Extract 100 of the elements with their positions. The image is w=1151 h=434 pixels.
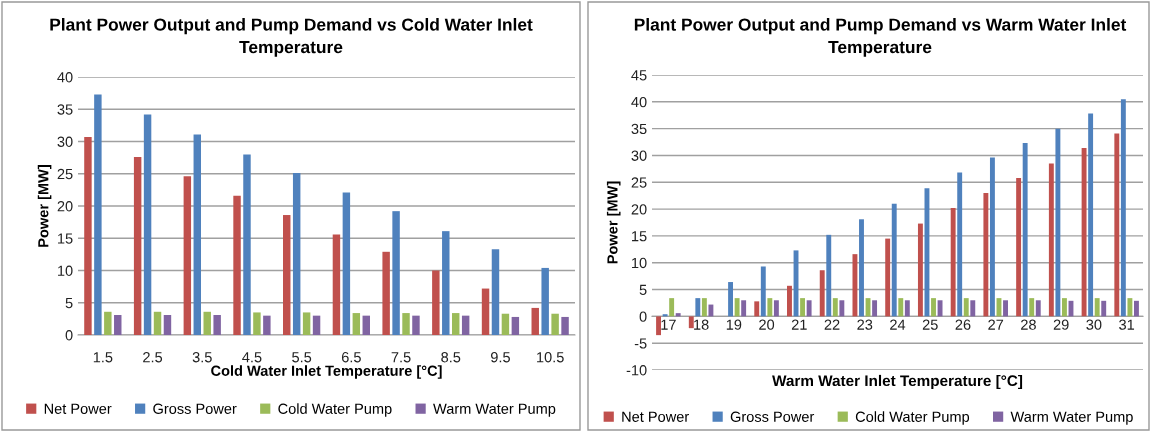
bar (950, 208, 956, 317)
bar (352, 313, 361, 335)
x-tick-label: 4.5 (242, 352, 262, 363)
bar (839, 300, 845, 317)
bar (1114, 133, 1120, 317)
y-tick-label: 45 (631, 70, 647, 81)
x-axis-title: Cold Water Inlet Temperature [°C] (211, 365, 442, 379)
y-tick-label: 20 (631, 204, 647, 215)
y-tick-label: 30 (631, 150, 647, 161)
x-tick-label: 10.5 (537, 352, 564, 363)
bar (695, 298, 701, 317)
x-tick-label: 9.5 (491, 352, 510, 363)
x-tick-label: 18 (694, 319, 709, 330)
legend-label: Net Power (44, 403, 112, 414)
bar (800, 298, 806, 317)
bar (760, 266, 766, 317)
bar (531, 307, 539, 335)
x-tick-label: 21 (791, 319, 807, 330)
bar (656, 316, 661, 336)
bar (773, 300, 779, 317)
bar (143, 114, 152, 335)
bar (1101, 300, 1107, 317)
bar (898, 298, 904, 317)
bar (203, 311, 211, 335)
bar (904, 300, 910, 317)
bar (501, 313, 510, 335)
bar (541, 267, 549, 335)
x-tick-label: 31 (1119, 319, 1135, 330)
bar (1035, 300, 1041, 317)
x-tick-label: 19 (726, 319, 742, 330)
bar (362, 315, 370, 335)
legend-label: Warm Water Pump (433, 403, 556, 417)
bar (826, 234, 832, 317)
bar (243, 154, 251, 335)
bar (662, 314, 668, 317)
bar (213, 315, 221, 335)
bar (332, 234, 341, 335)
bar (163, 315, 172, 335)
bar (728, 282, 734, 317)
y-tick-label: 25 (57, 168, 73, 180)
bar (1016, 177, 1022, 317)
bar (114, 315, 122, 335)
bar (1048, 163, 1054, 317)
bar (84, 136, 92, 335)
y-tick-label: 35 (631, 123, 647, 135)
bar (852, 254, 858, 317)
x-tick-label: 27 (988, 319, 1004, 330)
chart-title: Plant Power Output and Pump Demand vs Cold Water Inlet Temperature (50, 18, 533, 57)
bar (392, 211, 400, 335)
bar (989, 157, 995, 317)
bar (342, 192, 351, 335)
bar (183, 176, 192, 335)
x-tick-label: 5.5 (292, 352, 312, 363)
y-tick-label: 10 (58, 265, 73, 276)
x-tick-label: 25 (922, 319, 938, 330)
y-tick-label: 40 (631, 96, 647, 108)
bar (233, 195, 241, 335)
x-tick-label: 6.5 (341, 352, 361, 363)
bar (688, 316, 694, 329)
bar (1003, 300, 1008, 317)
y-tick-label: 5 (65, 298, 73, 309)
x-tick-label: 30 (1086, 319, 1102, 330)
bar (94, 94, 102, 335)
y-tick-label: 0 (639, 311, 647, 322)
x-tick-label: 23 (857, 319, 873, 330)
bar (1127, 298, 1133, 317)
y-tick-label: -5 (634, 338, 647, 349)
bar (302, 312, 311, 335)
bar (937, 300, 943, 317)
legend-label: Gross Power (153, 403, 237, 414)
x-tick-label: 7.5 (391, 352, 411, 363)
bar (675, 313, 681, 317)
bar (832, 298, 838, 317)
x-tick-label: 29 (1053, 319, 1069, 330)
legend-label: Cold Water Pump (855, 411, 970, 425)
y-tick-label: 15 (58, 233, 73, 244)
y-tick-label: 0 (65, 330, 73, 341)
legend-label: Cold Water Pump (278, 403, 392, 417)
x-tick-label: 26 (955, 319, 971, 330)
x-tick-label: 2.5 (143, 352, 163, 363)
bar (253, 312, 261, 335)
bar (292, 173, 301, 335)
bar (859, 219, 864, 317)
bar (153, 311, 162, 335)
bar (734, 298, 740, 317)
bar (957, 172, 963, 317)
y-axis-title: Power [MW] (606, 181, 621, 264)
bar (970, 300, 976, 317)
bar (983, 193, 989, 317)
x-tick-label: 17 (661, 319, 676, 330)
x-tick-label: 24 (890, 319, 906, 330)
x-tick-label: 22 (824, 319, 840, 330)
bar (741, 300, 747, 317)
y-tick-label: 35 (57, 104, 73, 115)
bar (511, 316, 520, 335)
bar (283, 215, 291, 335)
bar (885, 238, 891, 317)
bar (1088, 113, 1094, 317)
bar (432, 270, 440, 335)
bar (917, 223, 923, 317)
